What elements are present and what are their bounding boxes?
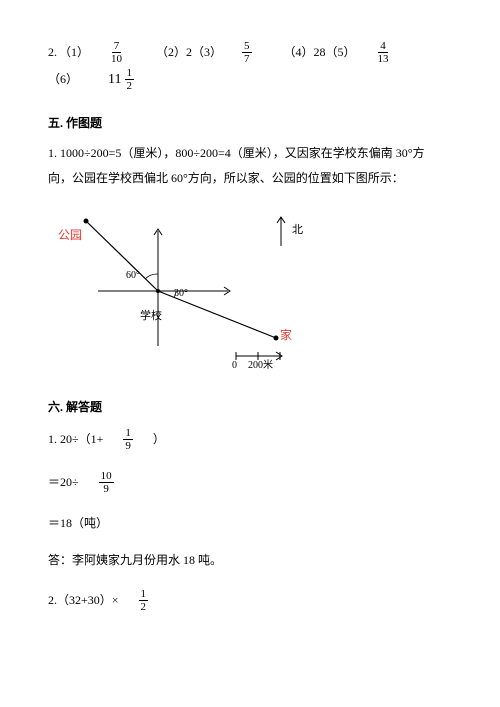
q2-row: 2. （1） 7 10 （2）2（3） 5 7 （4）28（5） 4 13 （6…: [48, 40, 452, 92]
sec6-q1-line1: 1. 20÷（1+ 1 9 ）: [48, 427, 452, 452]
frac-1-2: 1 2: [139, 588, 149, 613]
q2-p2-label: （2）2（3）: [156, 43, 222, 62]
label-school: 学校: [140, 308, 162, 326]
mixed-11-1-2: 11 1 2: [108, 67, 136, 92]
frac-1-9: 1 9: [123, 427, 133, 452]
q2-p3-label: （4）28（5）: [284, 43, 356, 62]
sec6-q1-line2: ＝20÷ 10 9: [48, 470, 452, 495]
sec6-q1-answer: 答：李阿姨家九月份用水 18 吨。: [48, 551, 452, 570]
sec5-line2: 向，公园在学校西偏北 60°方向，所以家、公园的位置如下图所示：: [48, 169, 452, 188]
sec6-q1-line3: ＝18（吨）: [48, 514, 452, 533]
section5-title: 五. 作图题: [48, 114, 452, 133]
label-angle30: 30°: [174, 286, 188, 302]
north-label: 北: [292, 222, 303, 240]
direction-diagram: 公园 家 学校 60° 30° 0 200米 北: [48, 196, 328, 376]
q2-prefix: 2.: [48, 43, 57, 62]
north-indicator: 北: [274, 214, 288, 255]
label-park: 公园: [58, 226, 82, 245]
scale-zero: 0: [232, 358, 237, 374]
frac-7-10: 7 10: [109, 40, 124, 65]
q2-p1-label: （1）: [59, 43, 89, 62]
frac-5-7: 5 7: [242, 40, 252, 65]
scale-unit: 200米: [248, 358, 273, 374]
q2-p4-label: （6）: [48, 70, 78, 89]
label-home: 家: [280, 326, 292, 345]
label-angle60: 60°: [126, 268, 140, 284]
section6-title: 六. 解答题: [48, 398, 452, 417]
sec6-q2-line: 2.（32+30）× 1 2: [48, 588, 452, 613]
frac-10-9: 10 9: [99, 470, 114, 495]
frac-4-13: 4 13: [376, 40, 391, 65]
sec5-line1: 1. 1000÷200=5（厘米），800÷200=4（厘米），又因家在学校东偏…: [48, 144, 452, 163]
